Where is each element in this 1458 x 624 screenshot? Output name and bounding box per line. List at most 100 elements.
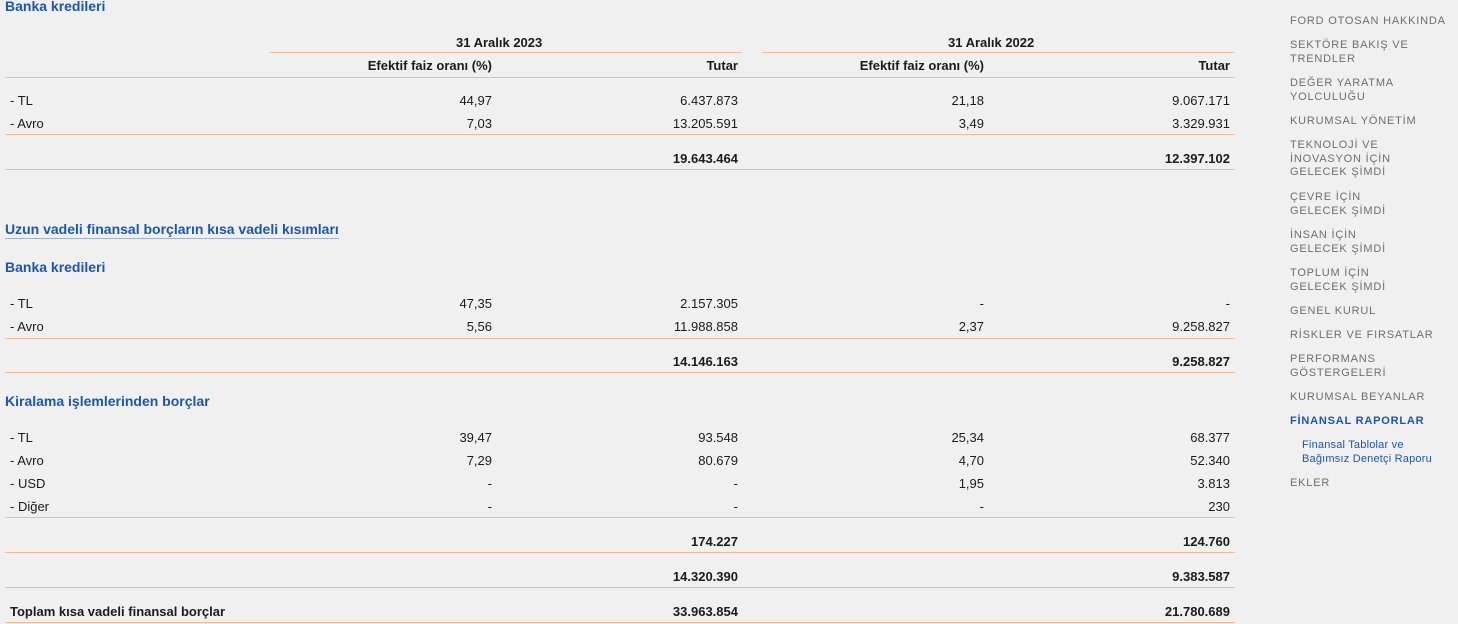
grand-total-label: Toplam kısa vadeli finansal borçlar [10, 604, 226, 619]
sidebar-item-sektore-bakis[interactable]: SEKTÖRE BAKIŞ VE TRENDLER [1290, 39, 1409, 65]
rate-2022: 25,34 [951, 430, 984, 445]
amount-2022: 9.258.827 [1172, 319, 1230, 334]
header-rule [5, 77, 1235, 78]
subtotal-row: 14.320.390 9.383.587 [0, 569, 1240, 587]
section-heading-banka-kredileri: Banka kredileri [5, 0, 106, 14]
table-row: - Avro 5,56 11.988.858 2,37 9.258.827 [0, 319, 1240, 337]
rate-2022: - [979, 499, 984, 514]
amount-2023: 2.157.305 [680, 296, 738, 311]
total-2022: 124.760 [1183, 534, 1230, 549]
amount-header-2023: Tutar [706, 58, 738, 73]
sidebar-item-kurumsal-yonetim[interactable]: KURUMSAL YÖNETİM [1290, 115, 1417, 127]
row-label: - Diğer [10, 499, 50, 514]
rate-2022: 2,37 [958, 319, 984, 334]
table-row: - TL 39,47 93.548 25,34 68.377 [0, 430, 1240, 448]
sidebar-item-cevre[interactable]: ÇEVRE İÇİN GELECEK ŞİMDİ [1290, 191, 1386, 217]
period-rule-2022 [762, 52, 1234, 53]
table-row: - Diğer - - - 230 [0, 499, 1240, 517]
sidebar-item-rapor-hakkinda[interactable]: RAPOR HAKKINDA [1290, 0, 1400, 5]
row-rule [5, 517, 1235, 518]
sidebar-item-riskler[interactable]: RİSKLER VE FIRSATLAR [1290, 329, 1434, 341]
row-label: - USD [10, 476, 46, 491]
table-row: - Avro 7,03 13.205.591 3,49 3.329.931 [0, 116, 1240, 134]
rate-header-2022: Efektif faiz oranı (%) [859, 58, 984, 73]
total-row: 14.146.163 9.258.827 [0, 354, 1240, 372]
period-rule-2023 [270, 52, 742, 53]
row-rule [5, 338, 1235, 339]
sidebar-item-ford-otosan[interactable]: FORD OTOSAN HAKKINDA [1290, 15, 1446, 27]
section-heading-kiralama: Kiralama işlemlerinden borçlar [5, 393, 210, 409]
sidebar-item-insan[interactable]: İNSAN İÇİN GELECEK ŞİMDİ [1290, 229, 1386, 255]
grand-total-2022: 21.780.689 [1164, 604, 1230, 619]
row-rule [5, 622, 1235, 623]
amount-2023: - [733, 499, 738, 514]
total-row: 19.643.464 12.397.102 [0, 151, 1240, 169]
sidebar-item-performans[interactable]: PERFORMANS GÖSTERGELERİ [1290, 353, 1387, 379]
grand-total-2023: 33.963.854 [672, 604, 738, 619]
sidebar-subitem-finansal-tablolar[interactable]: Finansal Tablolar ve Bağımsız Denetçi Ra… [1302, 439, 1432, 465]
total-row: 174.227 124.760 [0, 534, 1240, 552]
amount-2022: 52.340 [1190, 453, 1230, 468]
amount-2022: 68.377 [1190, 430, 1230, 445]
amount-2022: 3.813 [1197, 476, 1230, 491]
amount-2023: 93.548 [698, 430, 738, 445]
row-label: - Avro [10, 453, 44, 468]
subtotal-2023: 14.320.390 [672, 569, 738, 584]
rate-header-2023: Efektif faiz oranı (%) [367, 58, 492, 73]
amount-2022: 9.067.171 [1172, 93, 1230, 108]
table-row: - USD - - 1,95 3.813 [0, 476, 1240, 494]
rate-2023: - [487, 499, 492, 514]
rate-2022: 3,49 [958, 116, 984, 131]
sidebar-item-ekler[interactable]: EKLER [1290, 477, 1331, 489]
rate-2023: 47,35 [459, 296, 492, 311]
row-rule [5, 169, 1235, 170]
grand-total-row: Toplam kısa vadeli finansal borçlar 33.9… [0, 604, 1240, 622]
amount-2022: - [1225, 296, 1230, 311]
rate-2023: 7,03 [466, 116, 492, 131]
total-2023: 174.227 [691, 534, 738, 549]
period-header-2023: 31 Aralık 2023 [456, 35, 543, 50]
rate-2023: 5,56 [466, 319, 492, 334]
row-label: - TL [10, 93, 33, 108]
rate-2022: 1,95 [958, 476, 984, 491]
total-2022: 12.397.102 [1164, 151, 1230, 166]
total-2022: 9.258.827 [1172, 354, 1230, 369]
row-label: - TL [10, 296, 33, 311]
row-rule [5, 134, 1235, 135]
amount-2023: - [733, 476, 738, 491]
row-label: - Avro [10, 319, 44, 334]
rate-2023: 39,47 [459, 430, 492, 445]
row-label: - Avro [10, 116, 44, 131]
sidebar-item-finansal-raporlar[interactable]: FİNANSAL RAPORLAR [1290, 415, 1425, 427]
sidebar-item-teknoloji[interactable]: TEKNOLOJİ VE İNOVASYON İÇİN GELECEK ŞİMD… [1290, 139, 1391, 178]
row-rule [5, 587, 1235, 588]
rate-2023: 7,29 [466, 453, 492, 468]
row-rule [5, 372, 1235, 373]
row-label: - TL [10, 430, 33, 445]
total-2023: 19.643.464 [672, 151, 738, 166]
section-heading-banka-kredileri-2: Banka kredileri [5, 259, 106, 275]
rate-2022: 4,70 [958, 453, 984, 468]
rate-2022: 21,18 [951, 93, 984, 108]
amount-2022: 3.329.931 [1172, 116, 1230, 131]
column-header-row: Efektif faiz oranı (%) Tutar Efektif fai… [0, 58, 1240, 76]
sidebar-item-deger-yaratma[interactable]: DEĞER YARATMA YOLCULUĞU [1290, 77, 1394, 103]
period-header-2022: 31 Aralık 2022 [948, 35, 1035, 50]
rate-2023: 44,97 [459, 93, 492, 108]
sidebar-item-genel-kurul[interactable]: GENEL KURUL [1290, 305, 1377, 317]
sidebar-item-toplum[interactable]: TOPLUM İÇİN GELECEK ŞİMDİ [1290, 267, 1386, 293]
total-2023: 14.146.163 [672, 354, 738, 369]
amount-2023: 11.988.858 [673, 319, 738, 334]
amount-2023: 80.679 [698, 453, 738, 468]
subtotal-2022: 9.383.587 [1172, 569, 1230, 584]
sidebar-item-kurumsal-beyanlar[interactable]: KURUMSAL BEYANLAR [1290, 391, 1426, 403]
table-row: - TL 47,35 2.157.305 - - [0, 296, 1240, 314]
amount-2023: 13.205.591 [672, 116, 738, 131]
rate-2022: - [979, 296, 984, 311]
amount-2022: 230 [1208, 499, 1230, 514]
table-row: - TL 44,97 6.437.873 21,18 9.067.171 [0, 93, 1240, 111]
rate-2023: - [487, 476, 492, 491]
section-heading-uzun-vadeli[interactable]: Uzun vadeli finansal borçların kısa vade… [5, 221, 339, 237]
row-rule [5, 552, 1235, 553]
table-row: - Avro 7,29 80.679 4,70 52.340 [0, 453, 1240, 471]
